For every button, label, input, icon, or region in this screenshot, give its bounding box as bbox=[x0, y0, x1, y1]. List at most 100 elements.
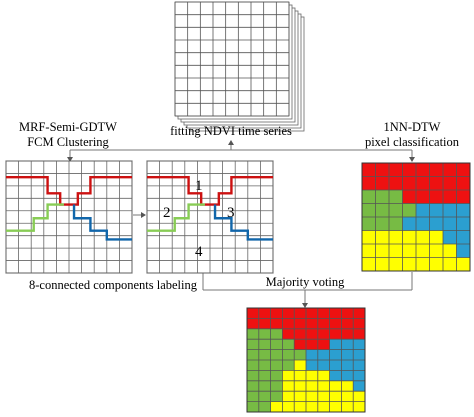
map-cell bbox=[258, 391, 271, 402]
map-cell bbox=[402, 217, 417, 231]
components-labeling-grid bbox=[146, 160, 274, 274]
map-cell bbox=[329, 370, 342, 382]
map-cell bbox=[294, 328, 307, 340]
map-cell bbox=[306, 339, 319, 350]
region-number-1: 1 bbox=[195, 178, 203, 194]
connector-lines bbox=[69, 143, 413, 306]
map-cell bbox=[443, 163, 457, 177]
map-cell bbox=[329, 360, 342, 371]
map-cell bbox=[282, 339, 295, 350]
nn-label-line1: 1NN-DTW bbox=[384, 120, 441, 134]
map-cell bbox=[429, 244, 444, 258]
map-cell bbox=[282, 380, 295, 392]
map-cell bbox=[362, 230, 376, 245]
map-cell bbox=[317, 391, 330, 402]
map-cell bbox=[416, 244, 430, 258]
map-cell bbox=[389, 230, 403, 245]
map-cell bbox=[362, 203, 376, 218]
blue-curve bbox=[213, 204, 273, 241]
map-cell bbox=[258, 328, 271, 340]
map-cell bbox=[294, 308, 307, 319]
map-cell bbox=[247, 380, 260, 392]
map-cell bbox=[416, 230, 430, 245]
map-cell bbox=[402, 163, 417, 177]
map-cell bbox=[362, 176, 376, 191]
map-cell bbox=[270, 360, 283, 371]
map-cell bbox=[306, 308, 319, 319]
map-cell bbox=[416, 203, 430, 218]
map-cell bbox=[341, 349, 354, 361]
map-cell bbox=[341, 401, 354, 413]
map-cell bbox=[375, 257, 390, 272]
map-cell bbox=[294, 318, 307, 330]
map-cell bbox=[353, 380, 366, 392]
map-cell bbox=[375, 163, 390, 177]
map-cell bbox=[258, 318, 271, 330]
map-cell bbox=[402, 190, 417, 204]
map-cell bbox=[353, 391, 366, 402]
map-cell bbox=[416, 190, 430, 204]
map-cell bbox=[247, 339, 260, 350]
map-cell bbox=[294, 401, 307, 413]
map-cell bbox=[416, 257, 430, 272]
map-cell bbox=[329, 401, 342, 413]
region-number-4: 4 bbox=[195, 244, 203, 260]
map-cell bbox=[247, 328, 260, 340]
map-cell bbox=[329, 380, 342, 392]
map-cell bbox=[341, 308, 354, 319]
map-cell bbox=[402, 257, 417, 272]
map-cell bbox=[429, 176, 444, 191]
map-cell bbox=[416, 217, 430, 231]
map-cell bbox=[258, 370, 271, 382]
voting-label: Majority voting bbox=[266, 275, 346, 289]
map-cell bbox=[353, 308, 366, 319]
map-cell bbox=[362, 163, 376, 177]
mrf-label-line1: MRF-Semi-GDTW bbox=[19, 120, 117, 134]
map-cell bbox=[329, 391, 342, 402]
map-cell bbox=[306, 328, 319, 340]
map-cell bbox=[353, 318, 366, 330]
map-cell bbox=[317, 370, 330, 382]
map-cell bbox=[329, 328, 342, 340]
map-cell bbox=[443, 257, 457, 272]
map-cell bbox=[247, 360, 260, 371]
green-curve bbox=[147, 203, 205, 232]
clustering-grid bbox=[5, 160, 133, 274]
map-cell bbox=[306, 401, 319, 413]
map-cell bbox=[294, 349, 307, 361]
map-cell bbox=[443, 217, 457, 231]
map-cell bbox=[389, 176, 403, 191]
map-cell bbox=[317, 339, 330, 350]
stack-front-grid-lines bbox=[174, 1, 290, 117]
map-cell bbox=[429, 190, 444, 204]
mrf-label-line2: FCM Clustering bbox=[27, 135, 109, 149]
map-cell bbox=[443, 230, 457, 245]
map-cell bbox=[353, 339, 366, 350]
map-cell bbox=[317, 380, 330, 392]
map-cell bbox=[353, 370, 366, 382]
map-cell bbox=[429, 257, 444, 272]
map-cell bbox=[329, 308, 342, 319]
map-cell bbox=[456, 217, 471, 231]
map-cell bbox=[402, 176, 417, 191]
map-cell bbox=[306, 380, 319, 392]
map-cell bbox=[270, 380, 283, 392]
map-cell bbox=[402, 230, 417, 245]
map-cell bbox=[456, 190, 471, 204]
map-cell bbox=[306, 370, 319, 382]
map-cell bbox=[270, 391, 283, 402]
map-cell bbox=[329, 318, 342, 330]
map-cell bbox=[270, 308, 283, 319]
map-cell bbox=[375, 244, 390, 258]
color-cells bbox=[247, 308, 366, 413]
blue-curve bbox=[72, 204, 132, 241]
stack-layer bbox=[174, 1, 290, 117]
map-cell bbox=[375, 203, 390, 218]
map-cell bbox=[317, 328, 330, 340]
ndvi-time-series-stack bbox=[174, 1, 305, 132]
map-cell bbox=[362, 244, 376, 258]
grid-cell-lines bbox=[5, 160, 133, 274]
map-cell bbox=[375, 217, 390, 231]
red-curve bbox=[147, 175, 273, 206]
map-cell bbox=[258, 308, 271, 319]
